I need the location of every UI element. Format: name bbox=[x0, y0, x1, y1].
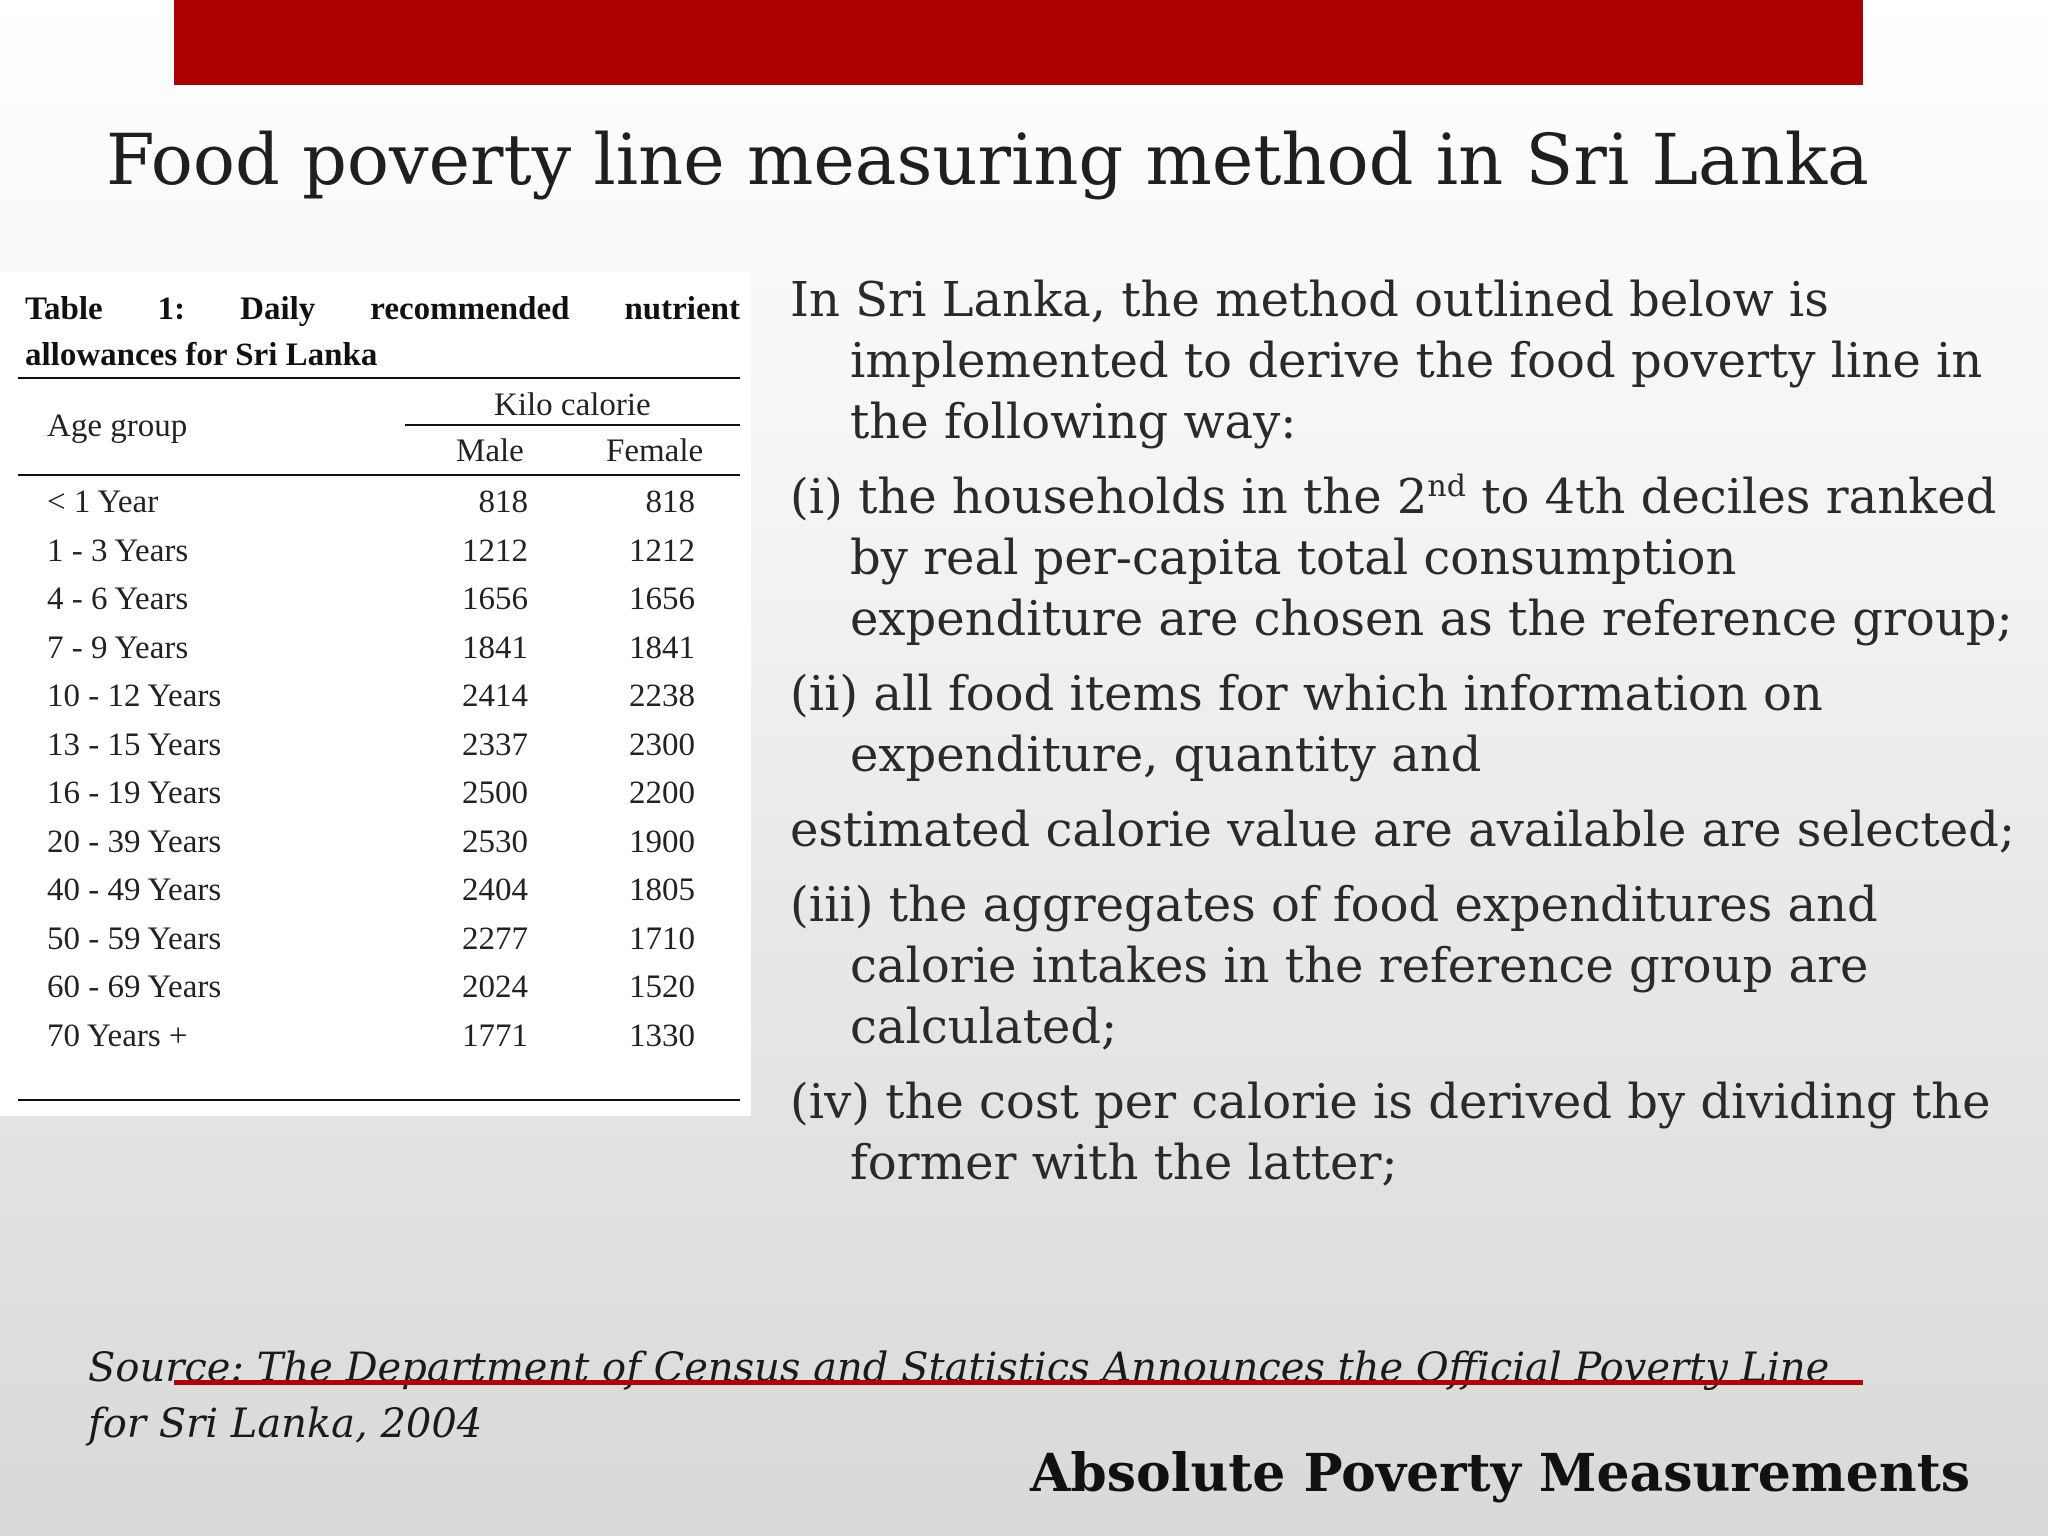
step-i-superscript: nd bbox=[1427, 469, 1466, 504]
cell-male: 2530 bbox=[462, 823, 528, 860]
cell-age-group: 10 - 12 Years bbox=[47, 678, 222, 714]
table-row: < 1 Year 818 818 bbox=[0, 482, 751, 531]
caption-word: Table bbox=[25, 291, 103, 327]
cell-male: 2337 bbox=[462, 726, 528, 763]
table-body: < 1 Year 818 818 1 - 3 Years 1212 1212 4 - 6 Y… bbox=[0, 482, 751, 1064]
header-male: Male bbox=[456, 433, 524, 469]
cell-age-group: < 1 Year bbox=[47, 484, 159, 520]
source-citation: Source: The Department of Census and Sta… bbox=[88, 1345, 1830, 1447]
table-row: 7 - 9 Years 1841 1841 bbox=[0, 628, 751, 677]
cell-female: 1656 bbox=[629, 581, 695, 617]
cell-female: 1212 bbox=[629, 532, 695, 569]
header-female: Female bbox=[606, 433, 704, 469]
table-row: 60 - 69 Years 2024 1520 bbox=[0, 967, 751, 1016]
footer-title: Absolute Poverty Measurements bbox=[1030, 1443, 1970, 1504]
cell-female: 818 bbox=[645, 484, 696, 520]
cell-age-group: 60 - 69 Years bbox=[47, 969, 222, 1005]
cell-age-group: 20 - 39 Years bbox=[47, 823, 222, 860]
cell-male: 1656 bbox=[462, 581, 528, 617]
top-accent-bar bbox=[174, 0, 1863, 85]
cell-female: 1900 bbox=[629, 823, 695, 860]
step-i: (i) the households in the 2nd to 4th dec… bbox=[790, 467, 2020, 650]
cell-female: 1520 bbox=[629, 969, 695, 1005]
step-iii: (iii) the aggregates of food expenditure… bbox=[790, 877, 1878, 1055]
step-i-text-rest: to 4th deciles ranked by real per-capita… bbox=[850, 469, 2013, 647]
step-ii: (ii) all food items for which informatio… bbox=[790, 666, 1823, 783]
table-caption: Table 1: Daily recommended nutrient allowanc… bbox=[25, 286, 740, 378]
table-row: 1 - 3 Years 1212 1212 bbox=[0, 531, 751, 580]
cell-male: 2414 bbox=[462, 678, 528, 714]
cell-age-group: 50 - 59 Years bbox=[47, 920, 222, 957]
bottom-accent-line bbox=[174, 1380, 1863, 1385]
step-i-text: (i) the households in the 2 bbox=[790, 469, 1428, 525]
caption-word: recommended bbox=[370, 291, 570, 327]
table-row: 13 - 15 Years 2337 2300 bbox=[0, 725, 751, 774]
slide-title: Food poverty line measuring method in Sr… bbox=[106, 119, 1869, 201]
cell-male: 2500 bbox=[462, 775, 528, 811]
caption-word: 1: bbox=[157, 291, 186, 327]
cell-female: 1805 bbox=[629, 872, 695, 908]
cell-male: 818 bbox=[478, 484, 529, 520]
cell-male: 2024 bbox=[462, 969, 528, 1005]
intro-paragraph: In Sri Lanka, the method outlined below … bbox=[790, 272, 1983, 450]
table-row: 20 - 39 Years 2530 1900 bbox=[0, 822, 751, 871]
caption-word: Daily bbox=[240, 291, 316, 327]
cell-female: 1841 bbox=[629, 629, 695, 666]
cell-male: 1771 bbox=[462, 1017, 528, 1054]
table-row: 10 - 12 Years 2414 2238 bbox=[0, 676, 751, 725]
cell-female: 2238 bbox=[629, 678, 695, 714]
cell-age-group: 7 - 9 Years bbox=[47, 629, 189, 666]
cell-female: 1710 bbox=[629, 920, 695, 957]
table-caption-line2: allowances for Sri Lanka bbox=[25, 337, 378, 373]
header-kilo-calorie: Kilo calorie bbox=[494, 387, 651, 423]
cell-male: 1212 bbox=[462, 532, 528, 569]
table-top-rule bbox=[18, 377, 740, 379]
cell-age-group: 4 - 6 Years bbox=[47, 581, 189, 617]
table-caption-line1: Table 1: Daily recommended nutrient bbox=[25, 286, 740, 332]
table-row: 70 Years + 1771 1330 bbox=[0, 1016, 751, 1065]
table-bottom-rule bbox=[18, 1099, 740, 1101]
table-row: 4 - 6 Years 1656 1656 bbox=[0, 579, 751, 628]
step-ii-continued: estimated calorie value are available ar… bbox=[790, 802, 2016, 858]
step-iv: (iv) the cost per calorie is derived by … bbox=[790, 1074, 1991, 1191]
cell-male: 2277 bbox=[462, 920, 528, 957]
table-row: 50 - 59 Years 2277 1710 bbox=[0, 919, 751, 968]
cell-female: 2300 bbox=[629, 726, 695, 763]
table-row: 16 - 19 Years 2500 2200 bbox=[0, 773, 751, 822]
cell-age-group: 1 - 3 Years bbox=[47, 532, 189, 569]
caption-word: nutrient bbox=[624, 291, 740, 327]
cell-female: 1330 bbox=[629, 1017, 695, 1054]
cell-age-group: 70 Years + bbox=[47, 1017, 188, 1054]
cell-male: 2404 bbox=[462, 872, 528, 908]
header-bottom-rule bbox=[18, 474, 740, 476]
cell-age-group: 16 - 19 Years bbox=[47, 775, 222, 811]
header-age-group: Age group bbox=[47, 408, 188, 444]
table-row: 40 - 49 Years 2404 1805 bbox=[0, 870, 751, 919]
method-description: In Sri Lanka, the method outlined below … bbox=[790, 270, 2020, 1194]
cell-age-group: 13 - 15 Years bbox=[47, 726, 222, 763]
header-group-rule bbox=[405, 424, 740, 426]
cell-male: 1841 bbox=[462, 629, 528, 666]
cell-female: 2200 bbox=[629, 775, 695, 811]
nutrient-table: Table 1: Daily recommended nutrient allowanc… bbox=[0, 272, 751, 1116]
cell-age-group: 40 - 49 Years bbox=[47, 872, 222, 908]
